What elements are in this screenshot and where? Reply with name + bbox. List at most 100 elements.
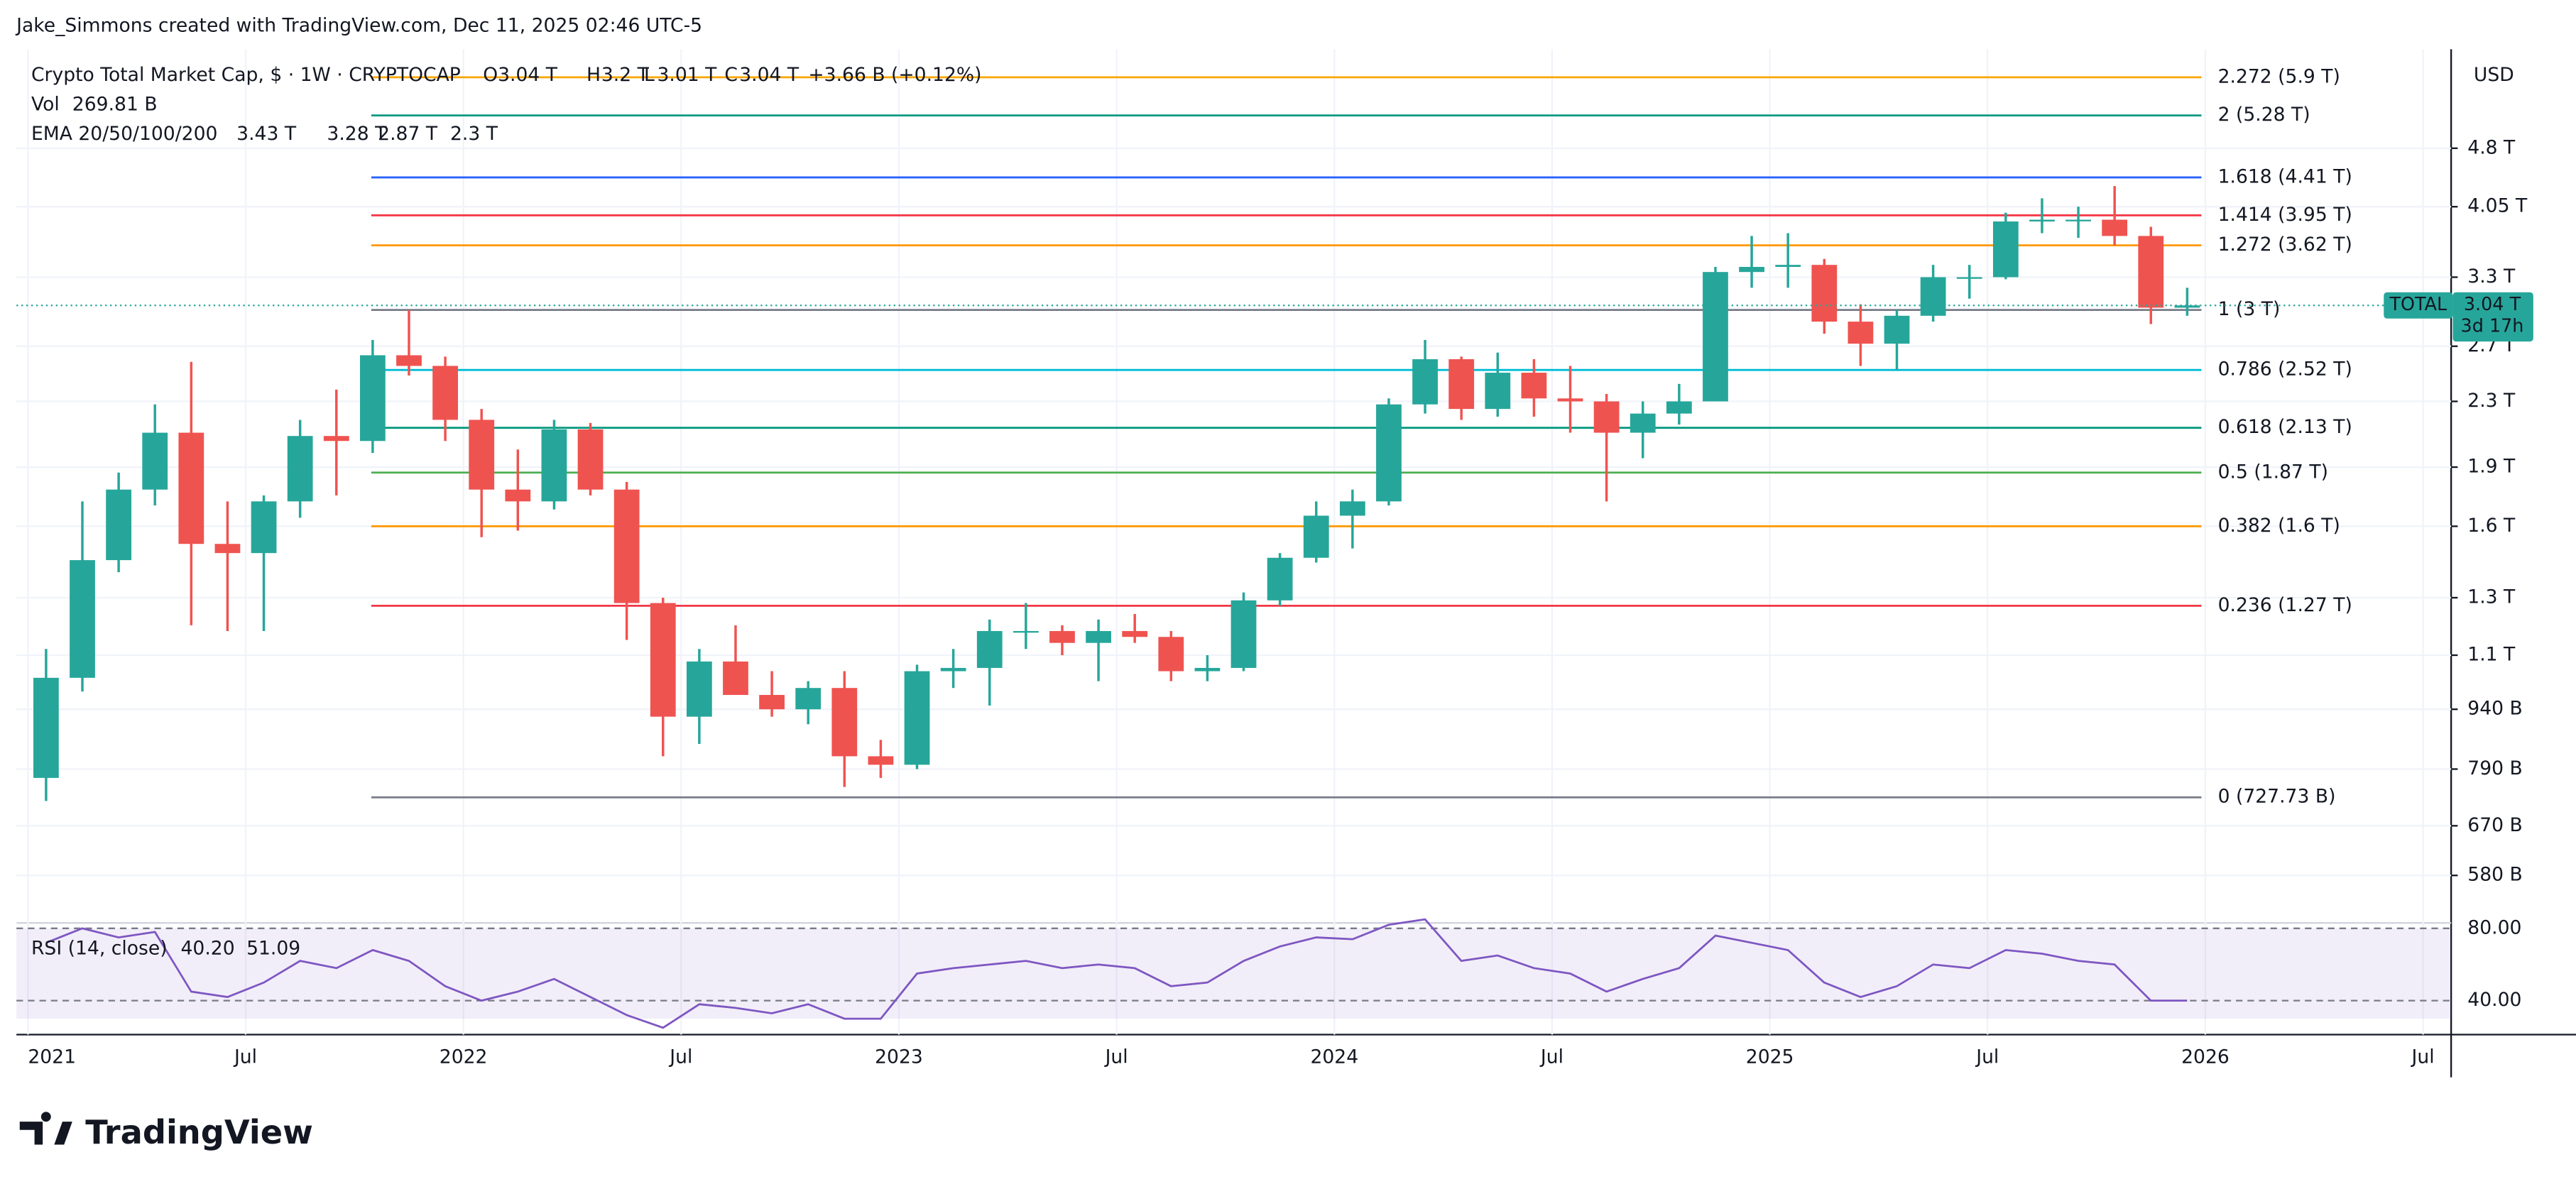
candle-body <box>795 688 822 710</box>
candle-body <box>1666 401 1692 414</box>
candle-body <box>1920 277 1946 316</box>
candle-body <box>1811 265 1838 322</box>
candle-body <box>1303 515 1329 558</box>
logo: TradingView <box>19 1112 313 1151</box>
candle-body <box>251 501 277 554</box>
candle-body <box>1448 359 1475 410</box>
x-tick-label: Jul <box>2411 1046 2435 1068</box>
fib-label: 0.236 (1.27 T) <box>2218 594 2352 616</box>
ohlc-label: O <box>483 64 498 86</box>
x-tick-label: 2022 <box>440 1046 488 1068</box>
candle-body <box>723 661 748 695</box>
x-tick-label: 2024 <box>1310 1046 1358 1068</box>
x-tick-label: Jul <box>233 1046 257 1068</box>
ohlc-label: C <box>724 64 738 86</box>
y-tick-label: 3.3 T <box>2467 265 2516 287</box>
rsi-band <box>16 928 2452 1019</box>
candle-body <box>1775 265 1801 268</box>
candle-body <box>106 489 131 561</box>
candle-body <box>1703 272 1728 402</box>
y-tick-label: 1.3 T <box>2467 586 2516 608</box>
price-tag-value: 3.04 T <box>2464 294 2521 315</box>
candle-body <box>1956 277 1982 279</box>
candle-body <box>142 432 168 490</box>
fib-label: 0 (727.73 B) <box>2218 786 2336 808</box>
candle-body <box>976 630 1003 668</box>
ema-value: 3.43 T <box>236 123 297 145</box>
candle-body <box>1230 600 1257 668</box>
candle-body <box>613 489 640 603</box>
x-tick-label: Jul <box>668 1046 692 1068</box>
ema-label: EMA 20/50/100/200 <box>31 123 217 145</box>
x-tick-label: Jul <box>1104 1046 1128 1068</box>
y-tick-label: 4.05 T <box>2467 195 2528 217</box>
rsi-line <box>45 918 2188 1029</box>
candle-body <box>2029 219 2055 221</box>
change: +3.66 B (+0.12%) <box>808 64 981 86</box>
fib-label: 1.414 (3.95 T) <box>2218 204 2352 226</box>
x-tick-label: Jul <box>1975 1046 1999 1068</box>
candle-body <box>1739 267 1764 273</box>
candle-body <box>359 355 386 442</box>
candle-body <box>70 560 95 678</box>
candle-body <box>1049 630 1075 643</box>
price-tag-countdown: 3d 17h <box>2461 315 2524 336</box>
candle-body <box>541 429 567 502</box>
candle-body <box>323 436 349 442</box>
candle-body <box>1086 630 1111 643</box>
candle-body <box>904 671 930 765</box>
candle-body <box>1485 373 1511 410</box>
ohlc-value: 3.04 T <box>498 64 558 86</box>
candle-body <box>469 420 495 490</box>
candle-body <box>214 544 241 554</box>
candle-body <box>2138 236 2164 308</box>
y-tick-label: 1.1 T <box>2467 643 2516 665</box>
volume-value: 269.81 B <box>72 94 158 116</box>
candle-body <box>686 661 712 717</box>
candle-body <box>505 489 531 502</box>
candle-body <box>1630 413 1656 433</box>
y-tick-label: 1.6 T <box>2467 515 2516 537</box>
candle-body <box>1013 630 1039 633</box>
fib-label: 2.272 (5.9 T) <box>2218 65 2340 87</box>
y-tick-label: 1.9 T <box>2467 456 2516 478</box>
candle-body <box>1884 315 1910 344</box>
rsi-tick-label: 80.00 <box>2467 916 2521 938</box>
candle-body <box>2065 219 2091 221</box>
candle-body <box>1194 667 1221 672</box>
price-tag-symbol-bg <box>2384 292 2453 319</box>
fib-label: 1.272 (3.62 T) <box>2218 234 2352 256</box>
x-tick-label: 2025 <box>1746 1046 1794 1068</box>
rsi-label: RSI (14, close) <box>31 938 168 960</box>
y-tick-label: 940 B <box>2467 698 2522 720</box>
candle-body <box>287 436 313 502</box>
x-tick-label: 2026 <box>2181 1046 2230 1068</box>
candle-body <box>1158 637 1184 672</box>
y-tick-label: 790 B <box>2467 757 2522 779</box>
candle-body <box>940 667 966 672</box>
x-tick-label: 2023 <box>875 1046 923 1068</box>
ohlc-label: H <box>586 64 601 86</box>
ohlc-value: 3.2 T <box>601 64 650 86</box>
rsi-tick-label: 40.00 <box>2467 989 2521 1011</box>
x-tick-label: 2021 <box>28 1046 76 1068</box>
candle-body <box>1557 398 1583 402</box>
credit: Jake_Simmons created with TradingView.co… <box>15 15 702 37</box>
y-tick-label: 580 B <box>2467 864 2522 886</box>
fib-label: 1.618 (4.41 T) <box>2218 165 2352 187</box>
ema-value: 2.87 T <box>378 123 438 145</box>
fib-label: 0.5 (1.87 T) <box>2218 461 2328 483</box>
candle-body <box>1122 630 1148 637</box>
fib-label: 0.618 (2.13 T) <box>2218 416 2352 438</box>
candle-body <box>759 694 785 710</box>
ema-value: 3.28 T <box>327 123 387 145</box>
price-tag-symbol: TOTAL <box>2389 294 2448 315</box>
volume-label: Vol <box>31 94 60 116</box>
candle-body <box>33 677 59 778</box>
candle-body <box>1267 557 1293 601</box>
logo-text: TradingView <box>85 1113 313 1151</box>
candle-body <box>432 366 458 420</box>
candle-body <box>1521 373 1547 399</box>
